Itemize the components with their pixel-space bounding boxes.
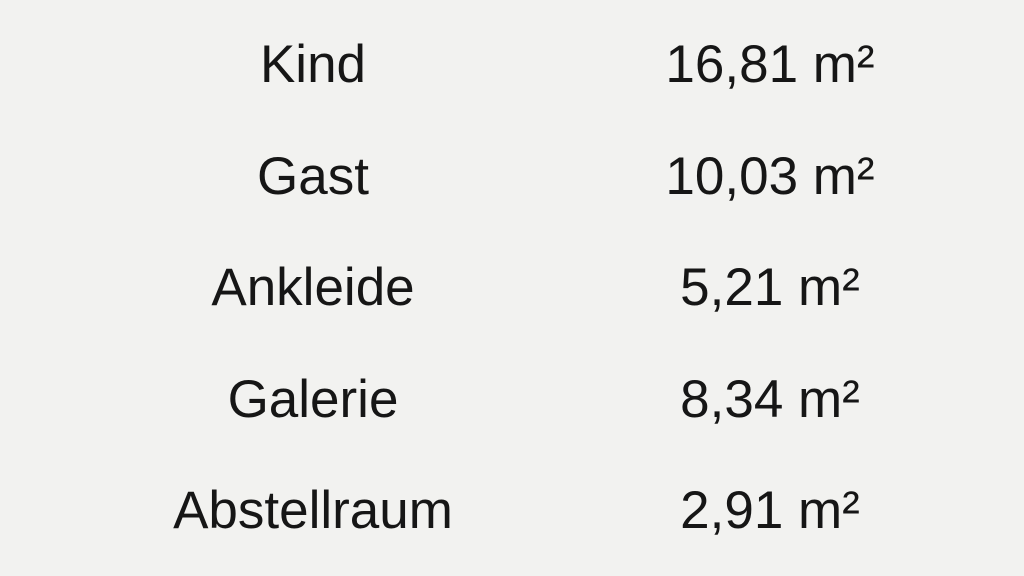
- table-row: Galerie 8,34 m²: [0, 344, 1024, 456]
- room-area-value: 2,91 m²: [680, 481, 860, 541]
- room-area-value: 10,03 m²: [665, 146, 875, 206]
- table-row: Kind 16,81 m²: [0, 9, 1024, 121]
- table-row: Abstellraum 2,91 m²: [0, 455, 1024, 567]
- room-name-label: Galerie: [227, 369, 399, 429]
- room-area-value: 5,21 m²: [680, 258, 860, 318]
- room-area-value: 16,81 m²: [665, 35, 875, 95]
- room-name-label: Ankleide: [211, 258, 415, 318]
- table-row: Gast 10,03 m²: [0, 121, 1024, 233]
- room-name-label: Gast: [257, 146, 369, 206]
- table-row: Ankleide 5,21 m²: [0, 232, 1024, 344]
- room-name-label: Kind: [259, 35, 367, 95]
- room-area-value: 8,34 m²: [680, 369, 860, 429]
- room-name-label: Abstellraum: [173, 481, 453, 541]
- room-area-table: Kind 16,81 m² Gast 10,03 m² Ankleide 5,2…: [0, 9, 1024, 567]
